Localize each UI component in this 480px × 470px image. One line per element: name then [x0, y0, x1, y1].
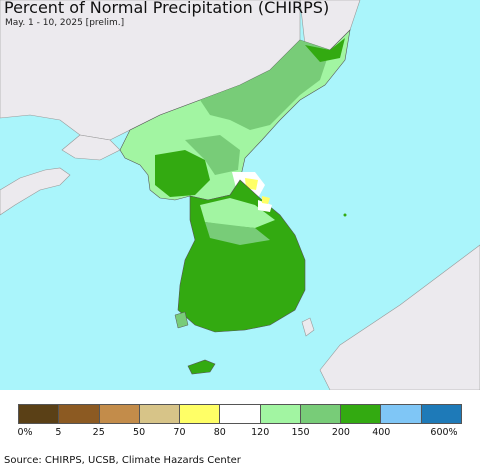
map-title: Percent of Normal Precipitation (CHIRPS): [4, 0, 330, 17]
nk-region-70: [245, 178, 258, 190]
nk-region-200: [200, 40, 330, 130]
sk-region-200: [205, 222, 270, 245]
nk-region-400-ne: [305, 38, 345, 62]
sk-region-150: [200, 198, 275, 228]
color-legend: [18, 404, 462, 424]
legend-swatch: [341, 405, 382, 423]
legend-swatch: [220, 405, 261, 423]
legend-swatch: [99, 405, 140, 423]
precipitation-map: [0, 0, 480, 390]
legend-swatch: [381, 405, 422, 423]
legend-label: 70: [173, 427, 186, 438]
japan-island-tsushima: [301, 317, 315, 337]
legend-label: 50: [133, 427, 146, 438]
legend-label: 400: [372, 427, 391, 438]
ulleung-island: [343, 213, 347, 217]
source-note: Source: CHIRPS, UCSB, Climate Hazards Ce…: [4, 455, 241, 466]
legend-swatch: [139, 405, 181, 423]
legend-label: 80: [213, 427, 226, 438]
nk-region-200-c: [185, 135, 240, 175]
nk-region-400-w: [155, 150, 210, 197]
legend-swatch: [300, 405, 342, 423]
legend-swatch: [421, 405, 461, 423]
shandong-peninsula: [0, 167, 71, 216]
sk-region-70: [262, 196, 270, 204]
legend-label: 25: [92, 427, 105, 438]
legend-label: 150: [291, 427, 310, 438]
sk-southwest-islands: [174, 311, 189, 329]
legend-label: 200: [331, 427, 350, 438]
legend-label: 120: [251, 427, 270, 438]
liaodong-peninsula: [61, 134, 121, 161]
legend-label: 5: [55, 427, 62, 438]
legend-swatch: [19, 405, 60, 423]
legend-swatch: [180, 405, 221, 423]
sk-region-white: [258, 200, 272, 212]
jeju-island: [187, 359, 216, 375]
japan-landmass: [319, 244, 480, 390]
legend-label: 600%: [430, 427, 458, 438]
legend-swatch: [260, 405, 301, 423]
legend-label: 0%: [17, 427, 33, 438]
map-subtitle: May. 1 - 10, 2025 [prelim.]: [5, 18, 125, 28]
legend-swatch: [59, 405, 100, 423]
legend-labels: 0% 5 25 50 70 80 120 150 200 400 600%: [0, 427, 480, 441]
